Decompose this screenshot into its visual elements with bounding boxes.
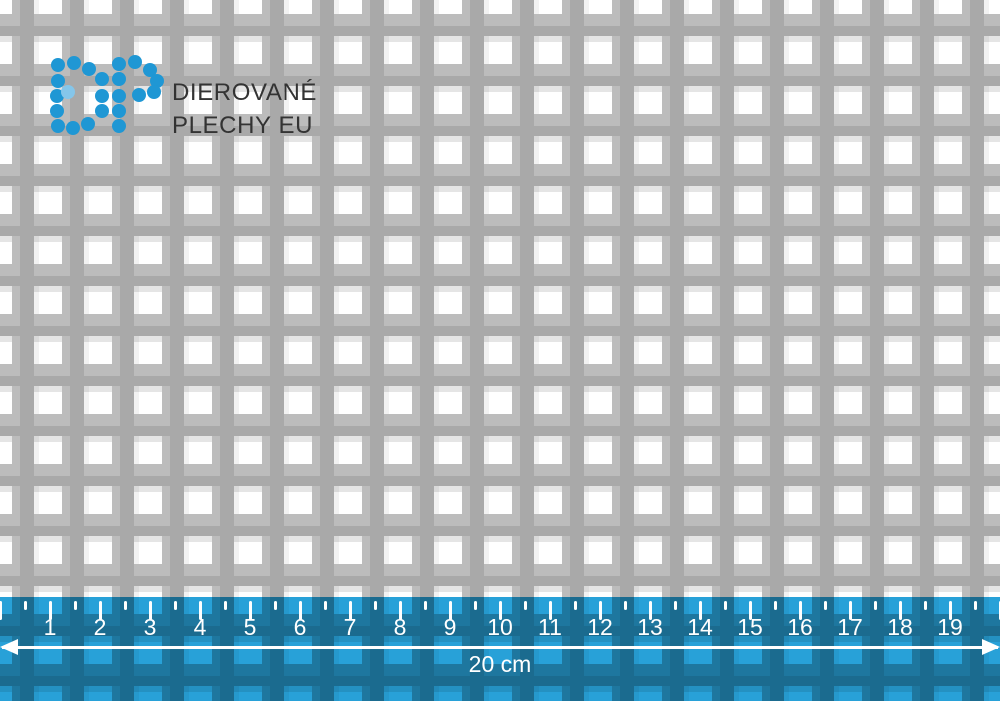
ruler-number: 13 [637,614,663,640]
logo-dot [95,89,109,103]
logo-dot [82,62,96,76]
logo-dot [143,63,157,77]
ruler-number: 10 [487,614,513,640]
logo-dot [132,88,146,102]
ruler-number: 15 [737,614,763,640]
ruler-minor-tick [574,601,577,610]
ruler-number: 6 [293,614,307,640]
ruler-minor-tick [724,601,727,610]
ruler-number: 2 [93,614,107,640]
ruler-number: 7 [343,614,357,640]
ruler: 1 2 3 4 5 6 7 8 9 10 11 12 13 14 15 16 17 18 19 20 cm [0,597,1000,701]
ruler-arrow-line [2,646,998,649]
logo-dot [112,57,126,71]
ruler-number: 11 [538,614,562,640]
ruler-length-label: 20 cm [468,651,532,677]
ruler-major-tick [749,601,752,620]
arrow-head-right-icon [982,639,1000,655]
logo-dot [50,104,64,118]
ruler-major-tick [599,601,602,620]
ruler-major-tick [849,601,852,620]
ruler-minor-tick [974,601,977,610]
logo-dot [95,104,109,118]
ruler-number: 1 [43,614,57,640]
brand-text: DIEROVANÉ PLECHY EU [172,76,317,142]
ruler-minor-tick [624,601,627,610]
ruler-major-tick [399,601,402,620]
ruler-major-tick [149,601,152,620]
ruler-major-tick [899,601,902,620]
brand-line-2: PLECHY EU [172,112,314,139]
ruler-major-tick [249,601,252,620]
ruler-minor-tick [174,601,177,610]
logo-dot [81,117,95,131]
ruler-major-tick [799,601,802,620]
ruler-minor-tick [474,601,477,610]
ruler-minor-tick [674,601,677,610]
ruler-major-tick [499,601,502,620]
ruler-number: 5 [243,614,257,640]
ruler-minor-tick [824,601,827,610]
ruler-major-tick [299,601,302,620]
logo-dot [66,121,80,135]
logo-dot [147,85,161,99]
arrow-head-left-icon [0,639,18,655]
ruler-number: 14 [687,614,713,640]
logo-dot [50,89,64,103]
ruler-major-tick [549,601,552,620]
ruler-number: 9 [443,614,457,640]
ruler-major-tick [699,601,702,620]
logo-dot [51,58,65,72]
ruler-number: 18 [887,614,913,640]
ruler-major-tick [49,601,52,620]
ruler-minor-tick [424,601,427,610]
logo-dot [112,119,126,133]
ruler-major-tick [199,601,202,620]
ruler-minor-tick [924,601,927,610]
logo-dot [128,55,142,69]
ruler-number: 3 [143,614,157,640]
ruler-major-tick [949,601,952,620]
logo-dot [150,74,164,88]
ruler-major-tick [349,601,352,620]
logo-dot [51,119,65,133]
logo-dot [112,72,126,86]
brand-line-1: DIEROVANÉ [172,79,317,106]
ruler-major-tick [649,601,652,620]
logo-dot-light [61,85,75,99]
ruler-number: 19 [937,614,963,640]
ruler-number: 4 [193,614,207,640]
ruler-number: 12 [587,614,613,640]
ruler-minor-tick [274,601,277,610]
logo-dot [51,74,65,88]
ruler-major-tick [0,601,2,620]
ruler-minor-tick [874,601,877,610]
ruler-number: 17 [837,614,863,640]
ruler-minor-tick [774,601,777,610]
logo-dot [95,72,109,86]
logo-dot [67,56,81,70]
logo-dot [112,104,126,118]
ruler-minor-tick [224,601,227,610]
ruler-major-tick [449,601,452,620]
ruler-minor-tick [524,601,527,610]
ruler-minor-tick [24,601,27,610]
ruler-minor-tick [74,601,77,610]
ruler-minor-tick [374,601,377,610]
ruler-number: 16 [787,614,813,640]
ruler-number: 8 [393,614,407,640]
ruler-major-tick [99,601,102,620]
ruler-minor-tick [124,601,127,610]
logo-dot [112,89,126,103]
ruler-minor-tick [324,601,327,610]
